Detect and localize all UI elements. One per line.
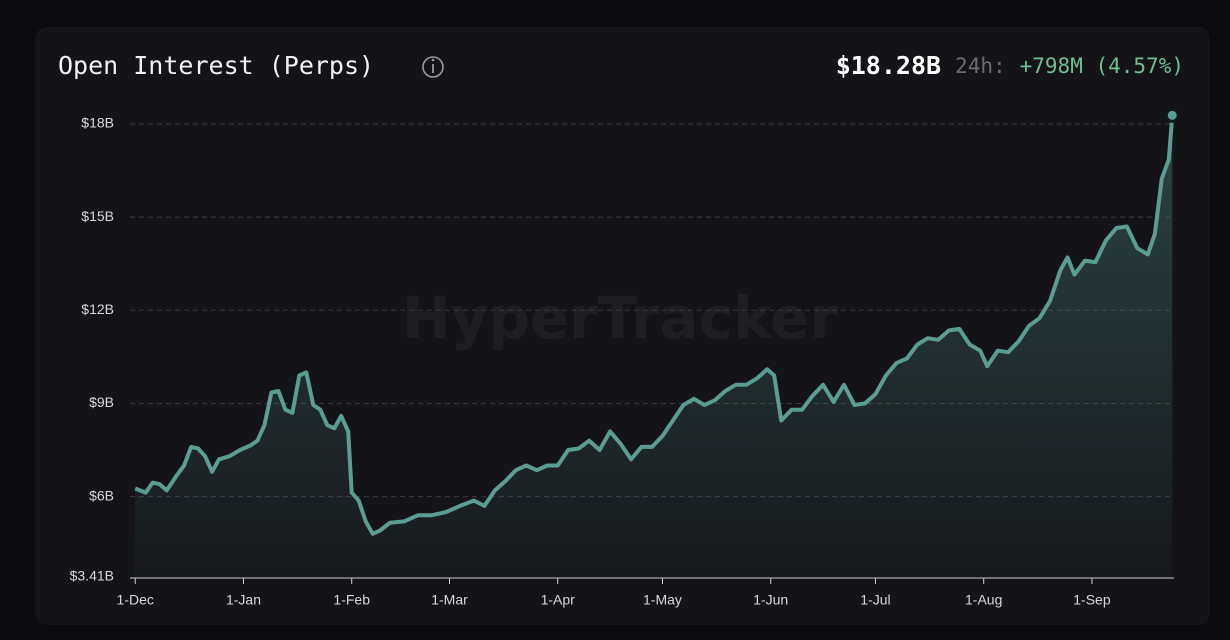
change-value: +798M (4.57%) [1020, 54, 1184, 78]
area-fill [135, 115, 1173, 578]
info-icon[interactable] [422, 56, 444, 78]
x-tick-label: 1-Dec [117, 592, 154, 608]
chart-title: Open Interest (Perps) [58, 51, 374, 80]
x-tick-label: 1-Feb [333, 592, 370, 608]
y-tick-label: $12B [81, 301, 114, 317]
x-tick-label: 1-Mar [431, 592, 468, 608]
line [134, 115, 1175, 536]
watermark: HyperTracker [402, 284, 838, 352]
x-tick-label: 1-Apr [541, 592, 576, 608]
y-tick-label: $15B [81, 208, 114, 224]
x-tick-label: 1-Jul [860, 592, 890, 608]
y-tick-label: $6B [89, 487, 114, 503]
change-label: 24h: [955, 54, 1006, 78]
x-tick-label: 1-Sep [1073, 592, 1111, 608]
y-tick-label: $18B [81, 115, 114, 131]
last-point [1164, 107, 1180, 123]
x-tick-label: 1-Jan [226, 592, 261, 608]
x-tick-label: 1-May [643, 592, 682, 608]
y-tick-label: $9B [89, 394, 114, 410]
x-tick-label: 1-Jun [753, 592, 788, 608]
x-tick-label: 1-Aug [965, 592, 1002, 608]
header-values: $18.28B 24h: +798M (4.57%) [836, 51, 1184, 80]
y-tick-label: $3.41B [70, 568, 114, 584]
current-value: $18.28B [836, 51, 941, 80]
